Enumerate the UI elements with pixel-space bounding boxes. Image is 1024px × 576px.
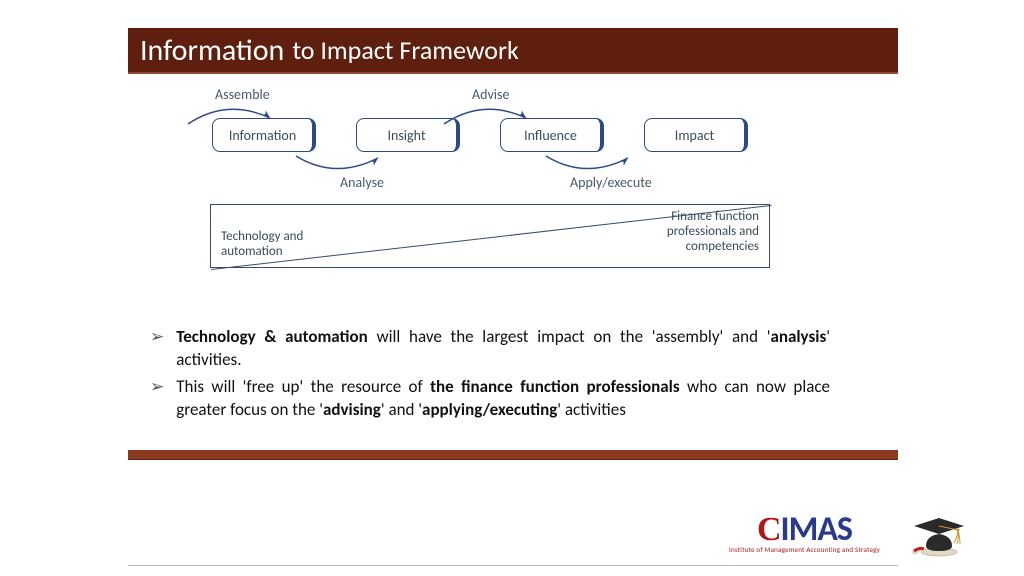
bullet-item: ➢ This will 'free up' the resource of the… (150, 376, 830, 422)
logo-area: CIMAS Institute of Management Accounting… (729, 508, 974, 558)
bullet-item: ➢ Technology & automation will have the l… (150, 326, 830, 372)
flow-node: Impact (644, 118, 748, 152)
footer-bar (128, 450, 898, 460)
logo-text: IMAS (781, 509, 852, 550)
arrow-icon (540, 148, 640, 182)
bottom-rule (128, 565, 898, 566)
bullet-text: This will 'free up' the resource of the … (176, 376, 830, 422)
arrow-icon (438, 96, 538, 130)
logo-subtitle: Institute of Management Accounting and S… (729, 545, 880, 554)
title-main: Information (140, 32, 284, 69)
enclosure-box: Technology andautomationFinance function… (210, 204, 770, 268)
arrow-icon (182, 96, 282, 130)
bullet-text: Technology & automation will have the la… (176, 326, 830, 372)
title-bar: Information to Impact Framework (128, 28, 898, 74)
title-sub: to Impact Framework (292, 34, 519, 66)
imas-logo: CIMAS Institute of Management Accounting… (729, 513, 880, 554)
graduation-cap-icon (904, 508, 974, 558)
framework-diagram: AssembleAdviseAnalyseApply/executeInform… (170, 86, 810, 296)
enclosure-left-label: Technology andautomation (221, 229, 303, 259)
bullet-arrow-icon: ➢ (150, 376, 164, 422)
bullet-list: ➢ Technology & automation will have the l… (150, 326, 830, 426)
arrow-icon (290, 148, 390, 182)
bullet-arrow-icon: ➢ (150, 326, 164, 372)
